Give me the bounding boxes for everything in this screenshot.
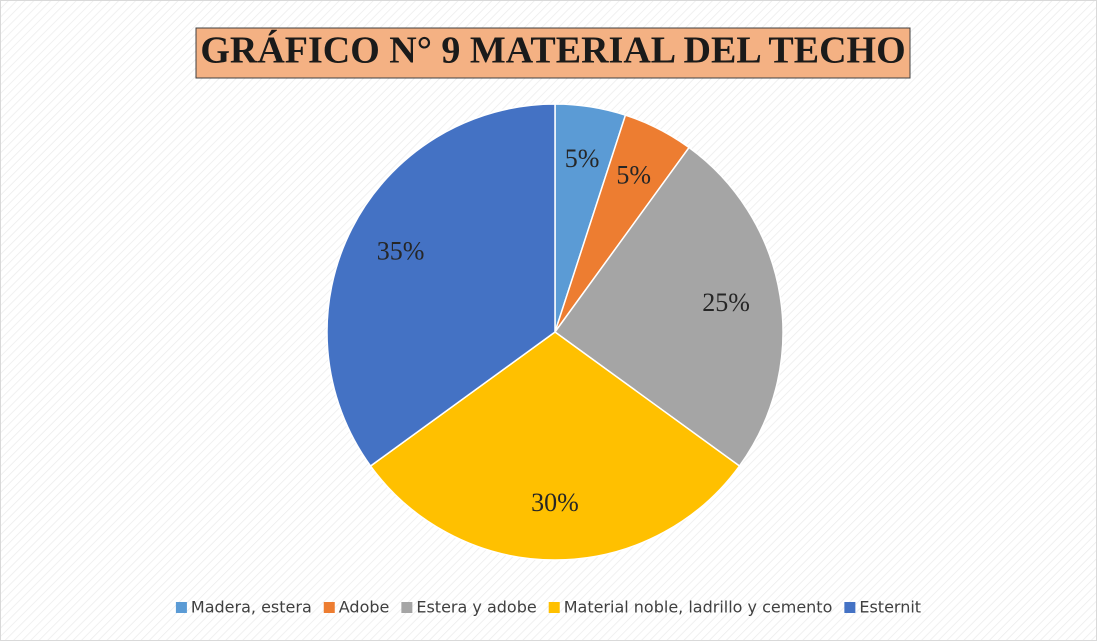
title-box [195,27,911,79]
data-label: 35% [377,236,425,265]
legend-swatch [323,602,335,613]
legend-label: Esternit [859,598,921,617]
pie: 5% 5% 25% 30% 35% [326,103,784,561]
legend: Madera, estera Adobe Estera y adobe Materia… [175,598,921,617]
legend-swatch [401,602,413,613]
legend-label: Madera, estera [191,598,312,617]
pie-slice [553,146,784,468]
data-label: 25% [702,288,750,317]
pie-slice [326,103,556,468]
legend-swatch [844,602,856,613]
legend-swatch [175,602,187,613]
pie-slice [369,331,741,561]
data-label: 5% [565,144,600,173]
legend-label: Material noble, ladrillo y cemento [564,598,833,617]
legend-swatch [548,602,560,613]
data-label: 5% [616,161,651,190]
legend-label: Adobe [339,598,390,617]
data-label: 30% [531,488,579,517]
legend-label: Estera y adobe [416,598,536,617]
chart-title: GRÁFICO N° 9 MATERIAL DEL TECHO [200,30,905,72]
